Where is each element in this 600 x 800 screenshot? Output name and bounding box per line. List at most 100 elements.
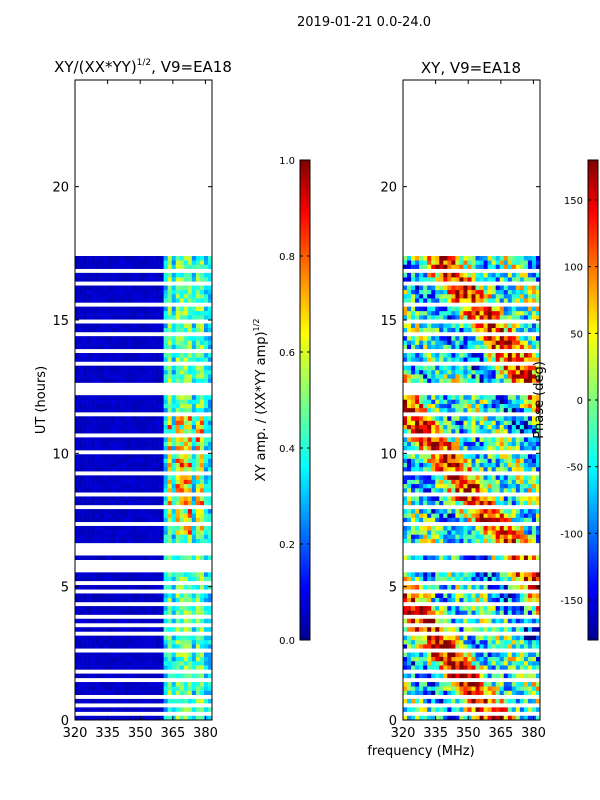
heatmap-cell bbox=[99, 416, 104, 421]
heatmap-cell bbox=[171, 420, 177, 426]
heatmap-cell bbox=[191, 606, 197, 611]
heatmap-cell bbox=[511, 686, 517, 691]
heatmap-cell bbox=[483, 644, 488, 649]
heatmap-cell bbox=[135, 639, 140, 645]
heatmap-cell bbox=[87, 479, 92, 485]
heatmap-cell bbox=[95, 424, 100, 430]
heatmap-cell bbox=[419, 353, 424, 358]
heatmap-cell bbox=[463, 378, 468, 383]
heatmap-cell bbox=[95, 344, 100, 350]
heatmap-cell bbox=[159, 483, 164, 489]
heatmap-cell bbox=[491, 357, 496, 362]
heatmap-cell bbox=[191, 572, 197, 577]
heatmap-cell bbox=[99, 458, 104, 463]
heatmap-cell bbox=[83, 534, 88, 539]
heatmap-cell bbox=[463, 323, 468, 329]
heatmap-cell bbox=[431, 458, 436, 463]
heatmap-cell bbox=[415, 369, 420, 375]
heatmap-cell bbox=[463, 644, 468, 649]
heatmap-cell bbox=[203, 513, 209, 518]
heatmap-cell bbox=[167, 256, 173, 261]
heatmap-cell bbox=[439, 416, 444, 421]
heatmap-cell bbox=[95, 441, 100, 447]
heatmap-cell bbox=[455, 340, 460, 345]
heatmap-cell bbox=[443, 627, 448, 632]
heatmap-cell bbox=[107, 639, 112, 645]
heatmap-cell bbox=[75, 310, 80, 316]
heatmap-cell bbox=[411, 618, 416, 624]
heatmap-cell bbox=[495, 576, 501, 582]
heatmap-cell bbox=[123, 538, 128, 544]
heatmap-cell bbox=[487, 395, 492, 400]
heatmap-cell bbox=[471, 315, 476, 320]
heatmap-cell bbox=[403, 416, 408, 421]
heatmap-cell bbox=[115, 327, 120, 333]
heatmap-cell bbox=[167, 534, 173, 539]
heatmap-cell bbox=[499, 488, 505, 493]
heatmap-cell bbox=[471, 698, 476, 704]
heatmap-cell bbox=[523, 353, 529, 358]
heatmap-cell bbox=[527, 407, 533, 413]
heatmap-cell bbox=[535, 652, 540, 658]
heatmap-cell bbox=[155, 538, 160, 544]
heatmap-cell bbox=[159, 306, 164, 312]
heatmap-cell bbox=[155, 323, 160, 329]
heatmap-cell bbox=[199, 530, 205, 535]
heatmap-cell bbox=[435, 644, 440, 649]
heatmap-cell bbox=[179, 585, 185, 590]
heatmap-cell bbox=[527, 424, 533, 430]
heatmap-cell bbox=[155, 525, 160, 531]
heatmap-cell bbox=[419, 517, 424, 523]
heatmap-cell bbox=[151, 682, 156, 687]
heatmap-cell bbox=[443, 403, 448, 409]
heatmap-cell bbox=[467, 428, 472, 434]
heatmap-cell bbox=[83, 416, 88, 421]
heatmap-cell bbox=[439, 483, 444, 489]
heatmap-cell bbox=[511, 513, 517, 518]
heatmap-cell bbox=[415, 660, 420, 666]
heatmap-cell bbox=[495, 644, 501, 649]
heatmap-cell bbox=[439, 690, 444, 695]
heatmap-cell bbox=[103, 466, 108, 472]
heatmap-cell bbox=[415, 374, 420, 379]
heatmap-cell bbox=[519, 496, 525, 501]
heatmap-cell bbox=[79, 707, 84, 712]
heatmap-cell bbox=[111, 656, 116, 662]
heatmap-cell bbox=[123, 513, 128, 518]
heatmap-cell bbox=[495, 686, 501, 691]
heatmap-cell bbox=[527, 652, 533, 658]
heatmap-cell bbox=[459, 428, 464, 434]
heatmap-cell bbox=[471, 597, 476, 603]
heatmap-cell bbox=[175, 682, 181, 687]
heatmap-cell bbox=[115, 660, 120, 666]
heatmap-cell bbox=[183, 437, 189, 442]
heatmap-cell bbox=[523, 509, 529, 514]
heatmap-cell bbox=[523, 395, 529, 400]
heatmap-cell bbox=[423, 606, 428, 611]
heatmap-cell bbox=[451, 682, 456, 687]
colorbar-tick-label: 1.0 bbox=[279, 156, 295, 167]
heatmap-cell bbox=[75, 323, 80, 329]
heatmap-cell bbox=[191, 374, 197, 379]
heatmap-cell bbox=[427, 534, 432, 539]
heatmap-cell bbox=[207, 572, 212, 577]
heatmap-cell bbox=[131, 420, 136, 426]
heatmap-cell bbox=[507, 597, 513, 603]
heatmap-cell bbox=[175, 483, 181, 489]
heatmap-cell bbox=[439, 715, 444, 720]
heatmap-cell bbox=[475, 576, 480, 582]
heatmap-cell bbox=[459, 652, 464, 658]
heatmap-cell bbox=[207, 656, 212, 662]
heatmap-cell bbox=[503, 475, 509, 480]
heatmap-cell bbox=[455, 483, 460, 489]
heatmap-cell bbox=[523, 462, 529, 468]
heatmap-cell bbox=[407, 534, 412, 539]
heatmap-cell bbox=[83, 530, 88, 535]
heatmap-cell bbox=[135, 707, 140, 712]
heatmap-cell bbox=[183, 374, 189, 379]
heatmap-cell bbox=[111, 618, 116, 624]
heatmap-cell bbox=[455, 585, 460, 590]
heatmap-cell bbox=[171, 407, 177, 413]
heatmap-cell bbox=[123, 707, 128, 712]
heatmap-cell bbox=[143, 572, 148, 577]
